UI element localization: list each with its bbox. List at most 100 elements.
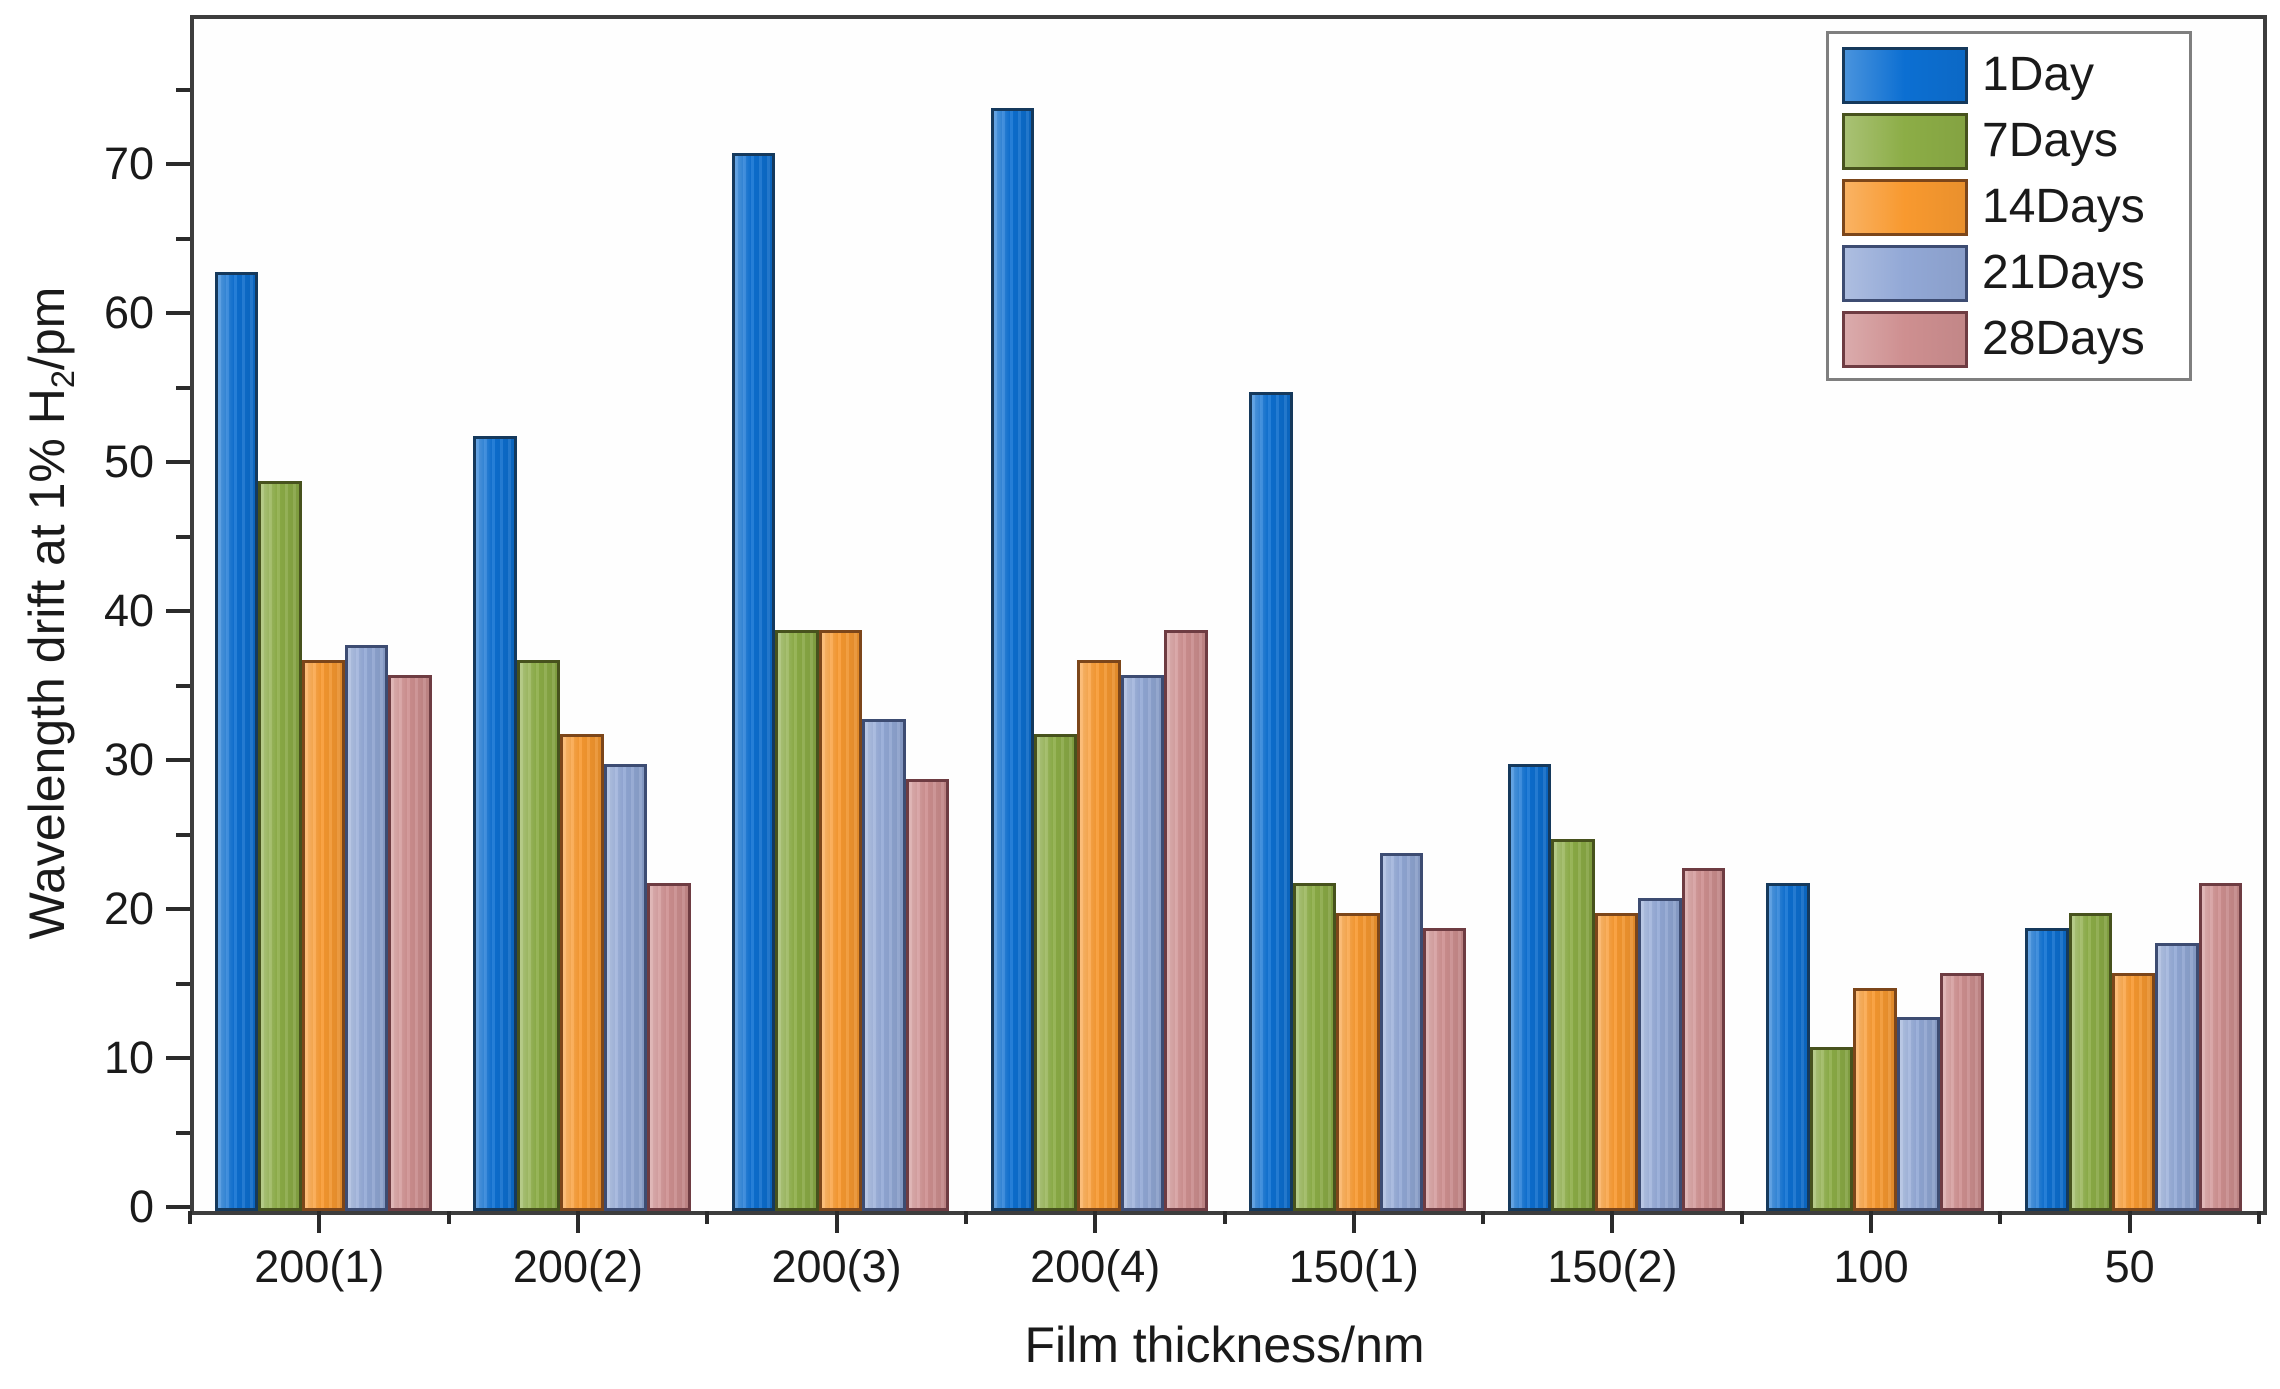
y-major-tick <box>166 609 190 613</box>
y-minor-tick <box>176 534 190 539</box>
legend-item: 28Days <box>1842 306 2189 372</box>
bar-14days-200(2) <box>560 734 604 1211</box>
x-axis-title: Film thickness/nm <box>1024 1317 1425 1373</box>
x-minor-tick <box>705 1211 710 1224</box>
legend-item: 7Days <box>1842 108 2189 174</box>
x-minor-tick <box>1222 1211 1227 1224</box>
y-major-tick <box>166 311 190 315</box>
legend-label: 7Days <box>1982 114 2119 167</box>
y-tick-label: 10 <box>103 1032 154 1083</box>
y-major-tick <box>166 907 190 911</box>
legend-swatch-28days <box>1842 310 1968 368</box>
legend-label: 21Days <box>1982 246 2145 299</box>
legend: 1Day 7Days 14Days 21Days 28Days <box>1826 31 2192 381</box>
legend-swatch-7days <box>1842 112 1968 170</box>
bar-28days-150(1) <box>1422 927 1467 1211</box>
x-major-tick <box>1610 1211 1615 1233</box>
x-tick-label: 100 <box>1833 1241 1909 1292</box>
bar-14days-200(1) <box>301 659 346 1211</box>
bar-7days-200(2) <box>516 659 561 1211</box>
y-minor-tick <box>176 236 190 241</box>
x-major-tick <box>317 1211 322 1233</box>
legend-item: 21Days <box>1842 240 2189 306</box>
bar-1day-200(4) <box>990 108 1034 1211</box>
y-minor-tick <box>176 87 190 92</box>
legend-swatch-1day <box>1842 46 1968 104</box>
bar-21days-200(4) <box>1120 674 1165 1211</box>
bar-1day-200(2) <box>473 436 517 1211</box>
x-tick-label: 150(2) <box>1547 1241 1678 1292</box>
x-minor-tick <box>446 1211 451 1224</box>
x-major-tick <box>1351 1211 1356 1233</box>
bar-21days-150(2) <box>1638 898 1682 1211</box>
bar-1day-150(2) <box>1507 764 1552 1211</box>
bar-28days-200(4) <box>1164 629 1208 1211</box>
bar-7days-200(3) <box>775 629 819 1211</box>
legend-swatch-14days <box>1842 178 1968 236</box>
x-tick-label: 50 <box>2104 1241 2155 1292</box>
bar-28days-200(1) <box>388 674 432 1211</box>
bar-14days-100 <box>1853 987 1897 1211</box>
bar-21days-200(3) <box>862 719 906 1211</box>
x-major-tick <box>834 1211 839 1233</box>
legend-label: 28Days <box>1982 312 2145 365</box>
y-minor-tick <box>176 385 190 390</box>
bar-1day-50 <box>2025 927 2069 1211</box>
bar-28days-100 <box>1940 972 1984 1211</box>
bar-21days-150(1) <box>1379 853 1423 1211</box>
y-major-tick <box>166 1205 190 1209</box>
y-tick-label: 60 <box>103 287 154 338</box>
x-tick-label: 200(3) <box>771 1241 902 1292</box>
y-minor-tick <box>176 981 190 986</box>
bar-7days-200(4) <box>1034 734 1078 1211</box>
legend-item: 1Day <box>1842 42 2189 108</box>
y-tick-label: 70 <box>103 138 154 189</box>
bar-28days-50 <box>2198 883 2243 1211</box>
bar-14days-200(4) <box>1077 659 1121 1211</box>
bar-14days-150(2) <box>1594 913 1639 1211</box>
bar-7days-100 <box>1809 1047 1854 1211</box>
y-major-tick <box>166 162 190 166</box>
bar-14days-50 <box>2111 972 2156 1211</box>
y-major-tick <box>166 1056 190 1060</box>
y-axis-title: Wavelength drift at 1% H2/pm <box>19 17 81 1209</box>
y-tick-label: 40 <box>103 585 154 636</box>
bar-21days-100 <box>1896 1017 1941 1211</box>
y-major-tick <box>166 758 190 762</box>
bar-1day-100 <box>1766 883 1810 1211</box>
legend-label: 1Day <box>1982 48 2095 101</box>
bar-21days-50 <box>2155 942 2199 1211</box>
y-minor-tick <box>176 1130 190 1135</box>
y-tick-label: 20 <box>103 883 154 934</box>
legend-item: 14Days <box>1842 174 2189 240</box>
y-tick-label: 50 <box>103 436 154 487</box>
x-tick-label: 150(1) <box>1288 1241 1419 1292</box>
x-tick-label: 200(4) <box>1030 1241 1161 1292</box>
bar-7days-50 <box>2068 913 2112 1211</box>
bar-28days-200(2) <box>647 883 691 1211</box>
y-tick-label: 30 <box>103 734 154 785</box>
bar-21days-200(1) <box>345 644 389 1211</box>
y-axis-title-units: /pm <box>19 286 75 371</box>
y-major-tick <box>166 460 190 464</box>
x-tick-label: 200(2) <box>512 1241 643 1292</box>
bar-1day-200(1) <box>214 272 259 1211</box>
y-tick-label: 0 <box>128 1181 154 1232</box>
bar-28days-150(2) <box>1681 868 1726 1211</box>
x-minor-tick <box>188 1211 192 1224</box>
x-minor-tick <box>1998 1211 2003 1224</box>
legend-label: 14Days <box>1982 180 2145 233</box>
x-tick-label: 200(1) <box>254 1241 385 1292</box>
x-minor-tick <box>1481 1211 1486 1224</box>
x-major-tick <box>575 1211 580 1233</box>
y-minor-tick <box>176 832 190 837</box>
bar-14days-150(1) <box>1336 913 1380 1211</box>
x-major-tick <box>2127 1211 2132 1233</box>
legend-swatch-21days <box>1842 244 1968 302</box>
bar-1day-200(3) <box>731 153 776 1211</box>
y-minor-tick <box>176 683 190 688</box>
bar-7days-150(1) <box>1292 883 1337 1211</box>
bar-28days-200(3) <box>905 778 950 1211</box>
x-minor-tick <box>2257 1211 2261 1224</box>
